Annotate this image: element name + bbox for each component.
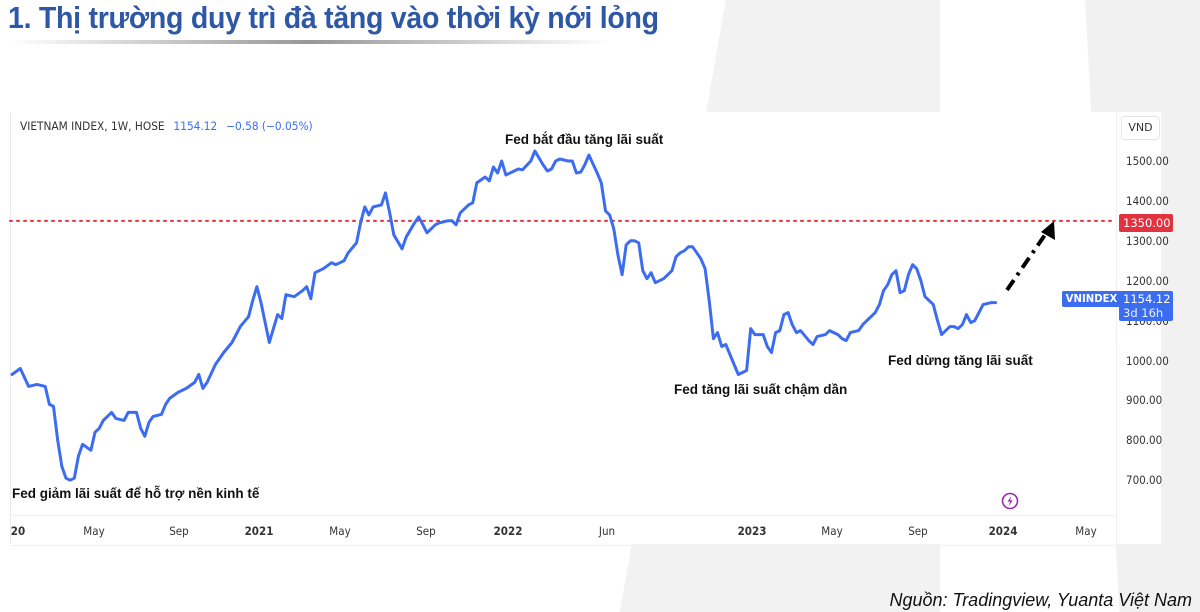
price-tick: 1300.00 xyxy=(1126,233,1169,248)
price-tick: 1400.00 xyxy=(1126,193,1169,208)
vnindex-line xyxy=(10,149,998,482)
source-note: Nguồn: Tradingview, Yuanta Việt Nam xyxy=(889,590,1192,610)
target-price-label: 1350.00 xyxy=(1119,214,1173,232)
price-tick: 900.00 xyxy=(1126,393,1163,408)
title-underline xyxy=(10,40,610,44)
time-axis[interactable] xyxy=(10,515,1116,546)
time-tick: 2021 xyxy=(244,524,274,538)
symbol-tag: VNINDEX xyxy=(1062,291,1122,307)
last-price-tag: 1154.12 3d 16h xyxy=(1119,291,1173,321)
lightning-icon[interactable] xyxy=(1001,492,1019,510)
price-tick: 1000.00 xyxy=(1126,353,1169,368)
annotation-fed-pause: Fed dừng tăng lãi suất xyxy=(888,353,1033,368)
time-tick: 20 xyxy=(10,524,26,538)
time-tick: 2022 xyxy=(493,524,523,538)
legend-symbol: VIETNAM INDEX, 1W, HOSE xyxy=(20,119,165,133)
price-tick: 1200.00 xyxy=(1126,273,1169,288)
projection-arrow xyxy=(1005,221,1055,292)
time-tick: May xyxy=(329,524,351,538)
price-tick: 700.00 xyxy=(1126,473,1163,488)
price-axis[interactable] xyxy=(1116,112,1161,544)
time-tick: May xyxy=(1075,524,1097,538)
time-tick: Sep xyxy=(169,524,189,538)
arrow-head-icon xyxy=(1041,221,1055,240)
chart-pane[interactable] xyxy=(10,112,1117,544)
time-tick: Sep xyxy=(416,524,436,538)
time-tick: 2023 xyxy=(737,524,767,538)
price-tick: 800.00 xyxy=(1126,433,1163,448)
legend-value: 1154.12 xyxy=(173,119,218,133)
time-tick: 2024 xyxy=(988,524,1018,538)
annotation-fed-cut: Fed giảm lãi suất để hỗ trợ nền kinh tế xyxy=(12,486,260,501)
last-price: 1154.12 xyxy=(1123,292,1171,306)
annotation-fed-start-hike: Fed bắt đầu tăng lãi suất xyxy=(505,132,664,147)
time-tick: Jun xyxy=(598,524,616,538)
time-tick: May xyxy=(821,524,843,538)
legend-change: −0.58 (−0.05%) xyxy=(226,119,313,133)
currency-unit-button[interactable]: VND xyxy=(1121,116,1160,140)
price-tick: 1500.00 xyxy=(1126,154,1169,168)
page-title: 1. Thị trường duy trì đà tăng vào thời k… xyxy=(8,0,659,35)
bar-countdown: 3d 16h xyxy=(1123,306,1164,320)
time-tick: May xyxy=(83,524,105,538)
annotation-fed-slow-hike: Fed tăng lãi suất chậm dần xyxy=(674,382,848,397)
time-tick: Sep xyxy=(908,524,928,538)
chart-legend: VIETNAM INDEX, 1W, HOSE 1154.12 −0.58 (−… xyxy=(20,119,313,133)
